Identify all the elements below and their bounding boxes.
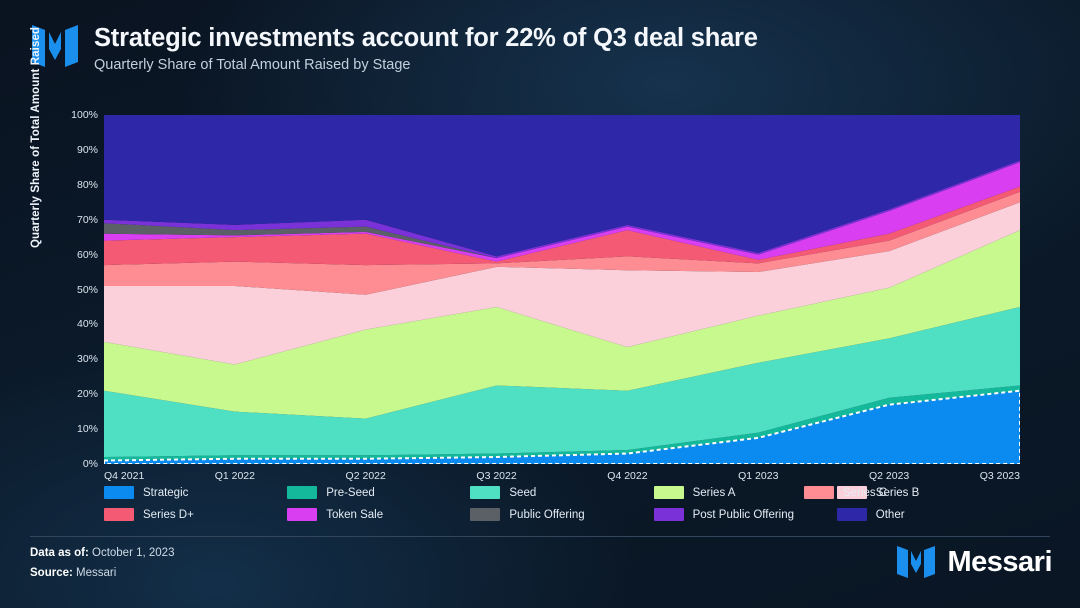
- page-subtitle: Quarterly Share of Total Amount Raised b…: [94, 57, 411, 74]
- chart-container: Quarterly Share of Total Amount Raised 0…: [0, 26, 1080, 486]
- area-chart-svg: [104, 115, 1020, 464]
- x-tick-7: Q3 2023: [979, 470, 1020, 482]
- legend-label: Public Offering: [509, 508, 585, 521]
- brand-lockup: Messari: [896, 544, 1052, 580]
- x-tick-6: Q2 2023: [868, 470, 910, 482]
- legend-label: Strategic: [143, 486, 189, 499]
- area-series-group: [104, 115, 1020, 464]
- x-tick-4: Q4 2022: [607, 470, 648, 482]
- y-tick-100: 100%: [71, 109, 98, 121]
- stacked-area-plot: [104, 115, 1020, 464]
- area-series-b: [104, 202, 1020, 365]
- legend-swatch-icon: [836, 486, 867, 499]
- legend-label: Series D+: [143, 508, 194, 521]
- y-tick-20: 20%: [76, 388, 98, 401]
- data-as-of-line: Data as of: October 1, 2023: [30, 543, 174, 563]
- highlight-outline-group: [104, 391, 1020, 464]
- legend-item-public-offering[interactable]: Public Offering: [470, 508, 653, 521]
- legend-label: Series C: [843, 486, 888, 499]
- area-series-c: [104, 191, 1020, 295]
- source-value: Messari: [76, 567, 117, 580]
- y-tick-80: 80%: [76, 178, 98, 191]
- area-series-a: [104, 230, 1020, 419]
- legend-item-pre-seed[interactable]: Pre-Seed: [287, 486, 470, 499]
- area-seed: [104, 306, 1020, 458]
- source-line: Source: Messari: [30, 563, 174, 583]
- legend-item-seed[interactable]: Seed: [470, 486, 653, 499]
- header: Strategic investments account for 22% of…: [30, 22, 758, 73]
- legend-item-series-c[interactable]: Series C: [804, 486, 887, 499]
- x-tick-3: Q3 2022: [476, 470, 517, 482]
- source-label: Source:: [30, 567, 73, 580]
- legend-label: Seed: [509, 486, 537, 499]
- y-axis-tick-labels: 0% 10% 20% 30% 40% 50% 60% 70% 80% 90% 100%: [56, 104, 98, 470]
- legend-swatch-icon: [104, 508, 134, 521]
- page-title: Strategic investments account for 22% of…: [94, 24, 758, 52]
- strategic-highlight-outline: [104, 391, 1020, 464]
- legend-swatch-icon: [653, 486, 684, 499]
- messari-brand-icon: [897, 546, 936, 578]
- legend-swatch-icon: [287, 508, 318, 521]
- y-tick-60: 60%: [76, 248, 98, 261]
- y-tick-40: 40%: [76, 318, 98, 331]
- data-as-of-label: Data as of:: [30, 547, 89, 559]
- brand-name: Messari: [947, 545, 1052, 578]
- area-strategic: [104, 390, 1020, 464]
- x-axis-tick-labels: Q4 2021 Q1 2022 Q2 2022 Q3 2022 Q4 2022 Q1 20…: [104, 470, 1020, 486]
- legend-label: Other: [875, 508, 905, 521]
- legend-swatch-icon: [470, 508, 501, 521]
- legend-label: Post Public Offering: [692, 508, 795, 521]
- legend-label: Pre-Seed: [326, 486, 375, 499]
- legend-swatch-icon: [804, 486, 834, 499]
- x-tick-2: Q2 2022: [345, 470, 386, 482]
- area-other: [104, 115, 1020, 257]
- legend-swatch-icon: [470, 486, 501, 499]
- y-tick-30: 30%: [76, 353, 98, 366]
- legend-swatch-icon: [653, 508, 684, 521]
- data-as-of-value: October 1, 2023: [92, 547, 175, 559]
- y-tick-70: 70%: [76, 213, 98, 226]
- legend-label: Token Sale: [326, 508, 384, 521]
- legend-swatch-icon: [836, 508, 867, 521]
- legend-item-series-a[interactable]: Series A: [653, 486, 837, 499]
- legend-label: Series A: [692, 486, 736, 499]
- y-tick-10: 10%: [76, 423, 98, 436]
- y-tick-0: 0%: [82, 458, 98, 470]
- legend-swatch-icon: [287, 486, 318, 499]
- legend-item-token-sale[interactable]: Token Sale: [287, 508, 470, 521]
- x-tick-5: Q1 2023: [738, 470, 779, 482]
- messari-logo-icon: [32, 25, 78, 67]
- legend-label: Series B: [875, 486, 920, 499]
- y-tick-90: 90%: [76, 143, 98, 156]
- legend-swatch-icon: [104, 486, 134, 499]
- y-axis-title: Quarterly Share of Total Amount Raised: [30, 26, 42, 248]
- legend-item-strategic[interactable]: Strategic: [104, 486, 287, 499]
- x-tick-0: Q4 2021: [104, 470, 145, 482]
- legend-item-series-d-[interactable]: Series D+: [104, 508, 287, 521]
- footer-notes: Data as of: October 1, 2023 Source: Mess…: [30, 543, 174, 583]
- legend-item-post-public-offering[interactable]: Post Public Offering: [653, 508, 837, 521]
- area-series-d-: [104, 186, 1020, 266]
- footer-divider: [30, 536, 1050, 537]
- legend-item-other[interactable]: Other: [836, 508, 1020, 521]
- chart-legend: Strategic Pre-Seed Seed Series A Series B Ser…: [104, 486, 1020, 521]
- x-tick-1: Q1 2022: [214, 470, 255, 482]
- y-tick-50: 50%: [76, 283, 98, 296]
- legend-item-series-b[interactable]: Series B: [836, 486, 1020, 499]
